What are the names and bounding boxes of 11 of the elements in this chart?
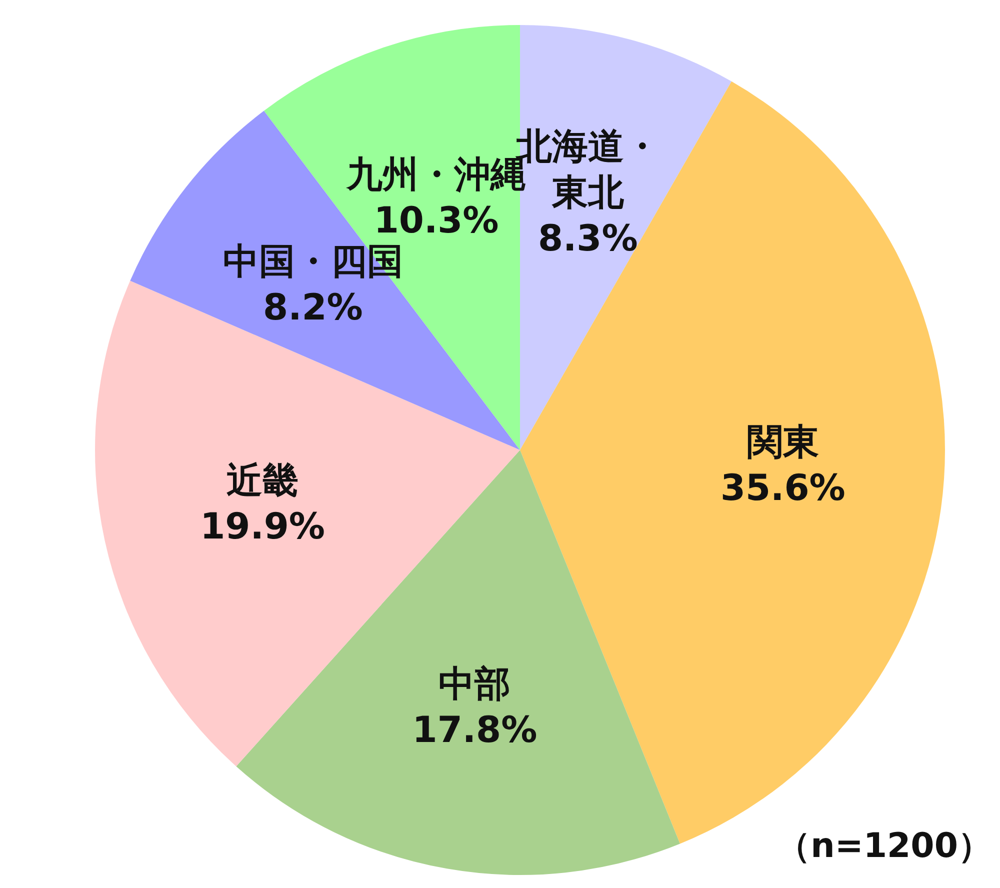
slice-label: 関東 [746, 422, 819, 464]
data-label: 35.6% [720, 468, 846, 510]
slice-label: 中国・四国 [222, 241, 403, 282]
slice-label: 近畿 [226, 460, 299, 502]
text: （n=1200） [776, 826, 992, 866]
data-label: 10.3% [374, 200, 499, 242]
data-label: 19.9% [200, 506, 326, 548]
slice-label: 中部 [438, 664, 511, 705]
data-label: 8.3% [538, 218, 638, 260]
data-label: 17.8% [412, 710, 538, 751]
data-label: 8.2% [263, 287, 363, 328]
